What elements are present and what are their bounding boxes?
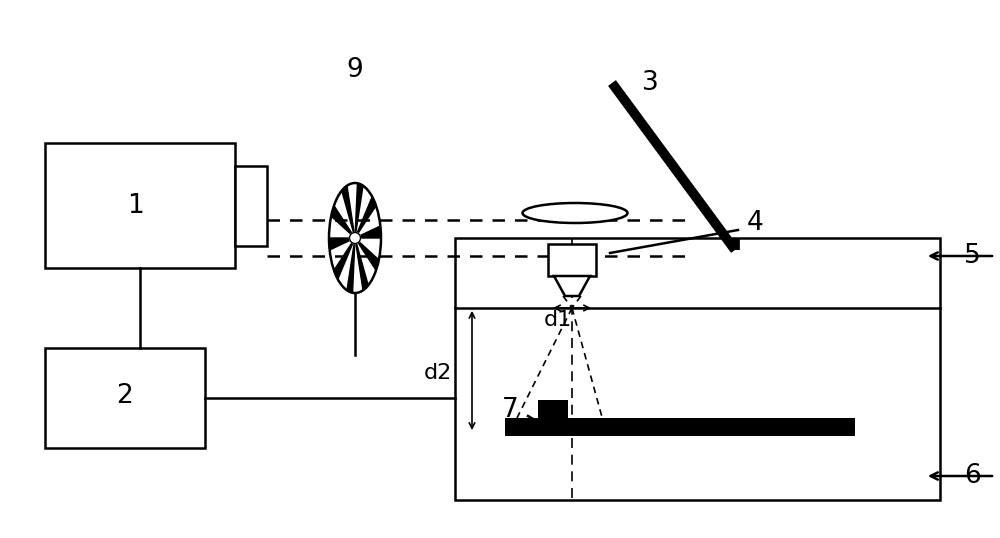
Polygon shape [347,238,355,293]
Ellipse shape [522,203,628,223]
Polygon shape [554,276,590,296]
Text: 7: 7 [502,397,518,423]
Text: 5: 5 [964,243,980,269]
Polygon shape [334,238,355,279]
Polygon shape [355,238,379,270]
Polygon shape [331,206,355,238]
FancyBboxPatch shape [235,166,267,246]
Text: d1: d1 [544,310,572,330]
FancyBboxPatch shape [548,244,596,276]
Polygon shape [355,197,376,238]
FancyBboxPatch shape [455,238,940,500]
FancyBboxPatch shape [45,143,235,268]
Polygon shape [355,226,381,238]
FancyBboxPatch shape [505,418,855,436]
Text: 3: 3 [642,70,658,96]
Polygon shape [342,186,355,238]
Polygon shape [329,238,355,250]
Text: 1: 1 [127,193,143,219]
FancyBboxPatch shape [45,348,205,448]
Text: 2: 2 [117,383,133,409]
Text: 6: 6 [964,463,980,489]
Polygon shape [355,183,363,238]
Text: 9: 9 [347,57,363,83]
Text: 4: 4 [747,210,763,236]
Text: d2: d2 [424,363,452,383]
FancyBboxPatch shape [538,400,568,418]
Polygon shape [355,238,368,291]
Circle shape [350,232,360,244]
